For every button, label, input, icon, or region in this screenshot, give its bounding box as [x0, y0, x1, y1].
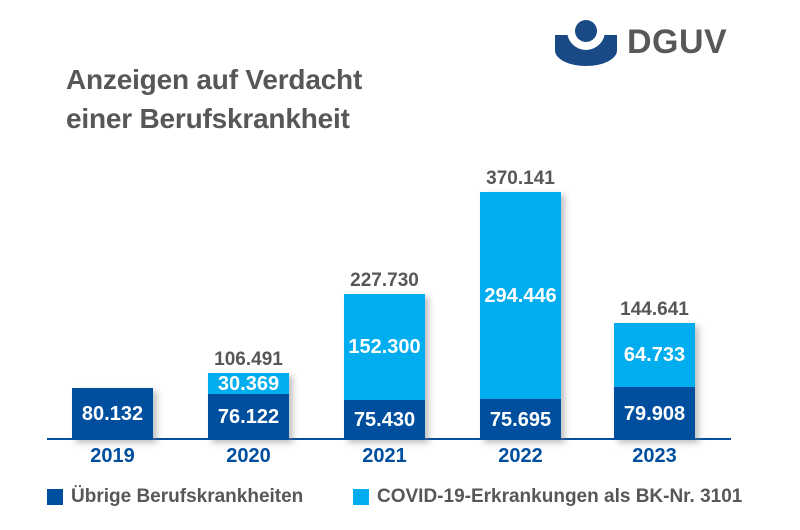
bar-2022: 294.446 75.695	[480, 192, 561, 440]
legend-swatch-light-blue	[353, 489, 369, 505]
bar-segment-uebrige-2021: 75.430	[344, 400, 425, 440]
legend-label: Übrige Berufskrankheiten	[71, 486, 304, 507]
segment-value-label: 80.132	[81, 403, 144, 425]
chart-title-line1: Anzeigen auf Verdacht	[66, 64, 363, 95]
segment-value-label: 64.733	[623, 344, 686, 366]
dguv-logo: DGUV	[555, 12, 728, 67]
x-axis-label-2021: 2021	[362, 445, 407, 467]
bar-segment-covid-2022: 294.446	[480, 192, 561, 399]
segment-value-label: 79.908	[623, 402, 686, 425]
bar-total-label-2020: 106.491	[214, 349, 283, 370]
bar-segment-covid-2021: 152.300	[344, 294, 425, 400]
bar-total-label-2021: 227.730	[350, 270, 419, 291]
bar-segment-covid-2020: 30.369	[208, 373, 289, 394]
x-axis-label-2022: 2022	[498, 445, 543, 467]
logo-head-shape	[575, 20, 597, 42]
logo-wordmark: DGUV	[627, 22, 728, 61]
legend-item-uebrige: Übrige Berufskrankheiten	[47, 486, 303, 508]
segment-value-label: 76.122	[217, 406, 280, 428]
bar-total-label-2023: 144.641	[620, 299, 689, 320]
dguv-person-icon	[555, 12, 617, 67]
bar-segment-uebrige-2019: 80.132	[72, 388, 153, 440]
bar-2019: 80.132	[72, 388, 153, 440]
bar-total-label-2022: 370.141	[486, 168, 555, 189]
legend-swatch-dark-blue	[47, 489, 63, 505]
x-axis-label-2020: 2020	[226, 445, 271, 467]
bar-segment-uebrige-2020: 76.122	[208, 394, 289, 440]
legend-label: COVID-19-Erkrankungen als BK-Nr. 3101	[377, 486, 743, 507]
legend-item-covid: COVID-19-Erkrankungen als BK-Nr. 3101	[353, 486, 742, 508]
bar-2020: 30.369 76.122	[208, 373, 289, 440]
chart-title: Anzeigen auf Verdacht einer Berufskrankh…	[66, 60, 362, 138]
bar-segment-uebrige-2022: 75.695	[480, 399, 561, 440]
bar-segment-covid-2023: 64.733	[614, 323, 695, 387]
segment-value-label: 75.695	[489, 408, 552, 431]
bar-segment-uebrige-2023: 79.908	[614, 387, 695, 440]
x-axis-label-2023: 2023	[632, 445, 677, 467]
x-axis-label-2019: 2019	[90, 445, 135, 467]
chart-title-line2: einer Berufskrankheit	[66, 103, 350, 134]
segment-value-label: 152.300	[348, 336, 421, 358]
segment-value-label: 294.446	[484, 284, 557, 307]
bar-2021: 152.300 75.430	[344, 294, 425, 440]
segment-value-label: 30.369	[217, 372, 280, 395]
bar-2023: 64.733 79.908	[614, 323, 695, 440]
segment-value-label: 75.430	[353, 409, 416, 431]
